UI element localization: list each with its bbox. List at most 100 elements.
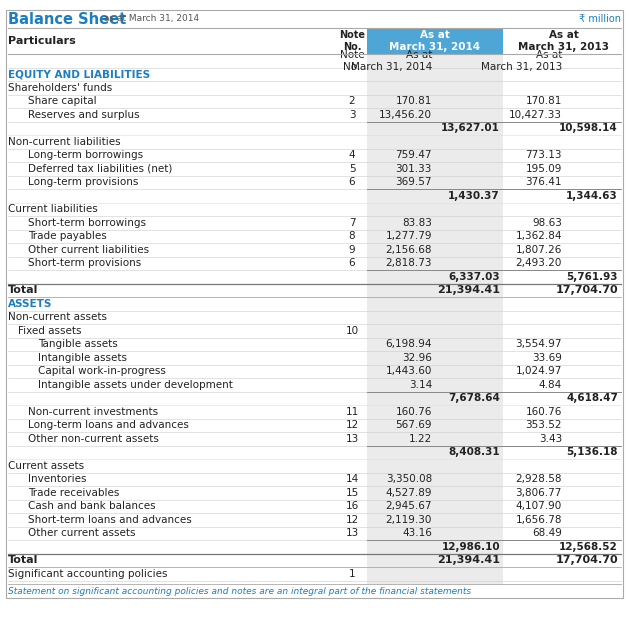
Text: 1,344.63: 1,344.63: [566, 191, 618, 201]
Text: 1,656.78: 1,656.78: [516, 515, 562, 525]
Text: Other current liabilities: Other current liabilities: [28, 245, 149, 255]
Text: 17,704.70: 17,704.70: [555, 555, 618, 565]
Text: 6: 6: [348, 177, 355, 188]
Text: 567.69: 567.69: [396, 420, 432, 430]
Text: 170.81: 170.81: [526, 96, 562, 106]
Text: Non-current investments: Non-current investments: [28, 407, 158, 417]
Text: 2,928.58: 2,928.58: [516, 474, 562, 484]
Text: 13,627.01: 13,627.01: [441, 123, 500, 133]
Text: As at
March 31, 2013: As at March 31, 2013: [481, 50, 562, 72]
Text: 10,598.14: 10,598.14: [559, 123, 618, 133]
Text: 3.43: 3.43: [539, 434, 562, 444]
Text: Other current assets: Other current assets: [28, 528, 135, 539]
Text: 3.14: 3.14: [409, 379, 432, 390]
Text: 160.76: 160.76: [526, 407, 562, 417]
Text: 7: 7: [348, 218, 355, 228]
Bar: [367, 54, 503, 584]
Text: 8: 8: [348, 232, 355, 241]
Text: EQUITY AND LIABILITIES: EQUITY AND LIABILITIES: [8, 69, 150, 79]
Text: 10,427.33: 10,427.33: [509, 110, 562, 119]
Text: Significant accounting policies: Significant accounting policies: [8, 569, 167, 579]
Text: Note
No.: Note No.: [339, 30, 365, 52]
Text: Intangible assets under development: Intangible assets under development: [38, 379, 233, 390]
Text: 2,493.20: 2,493.20: [516, 258, 562, 268]
Text: 10: 10: [345, 326, 359, 335]
Text: 13: 13: [345, 528, 359, 539]
Text: 9: 9: [348, 245, 355, 255]
Text: 83.83: 83.83: [402, 218, 432, 228]
Text: 12: 12: [345, 420, 359, 430]
Text: 5,761.93: 5,761.93: [567, 272, 618, 282]
Text: ASSETS: ASSETS: [8, 299, 52, 309]
Text: 11: 11: [345, 407, 359, 417]
Text: 68.49: 68.49: [532, 528, 562, 539]
Text: 98.63: 98.63: [532, 218, 562, 228]
Text: as at March 31, 2014: as at March 31, 2014: [101, 14, 199, 24]
Text: 12: 12: [345, 515, 359, 525]
Text: 43.16: 43.16: [402, 528, 432, 539]
Text: 6: 6: [348, 258, 355, 268]
Text: 5,136.18: 5,136.18: [567, 448, 618, 457]
Text: 21,394.41: 21,394.41: [437, 285, 500, 295]
Text: Intangible assets: Intangible assets: [38, 353, 127, 363]
Text: 6,337.03: 6,337.03: [448, 272, 500, 282]
Text: 2,945.67: 2,945.67: [386, 501, 432, 511]
Text: 14: 14: [345, 474, 359, 484]
Text: 1,443.60: 1,443.60: [386, 366, 432, 376]
Text: 6,198.94: 6,198.94: [386, 339, 432, 349]
Text: 376.41: 376.41: [525, 177, 562, 188]
Text: Long-term loans and advances: Long-term loans and advances: [28, 420, 189, 430]
Text: Deferred tax liabilities (net): Deferred tax liabilities (net): [28, 164, 172, 174]
Text: 301.33: 301.33: [396, 164, 432, 174]
Text: 2,119.30: 2,119.30: [386, 515, 432, 525]
Text: ₹ million: ₹ million: [579, 14, 621, 24]
Text: 4,618.47: 4,618.47: [566, 393, 618, 403]
Text: 170.81: 170.81: [396, 96, 432, 106]
Text: Particulars: Particulars: [8, 36, 75, 46]
Text: 1,430.37: 1,430.37: [448, 191, 500, 201]
Text: 1.22: 1.22: [409, 434, 432, 444]
Text: Other non-current assets: Other non-current assets: [28, 434, 159, 444]
Text: Cash and bank balances: Cash and bank balances: [28, 501, 155, 511]
Text: Short-term borrowings: Short-term borrowings: [28, 218, 146, 228]
Text: 353.52: 353.52: [525, 420, 562, 430]
Text: 1,024.97: 1,024.97: [516, 366, 562, 376]
Text: Inventories: Inventories: [28, 474, 87, 484]
Text: Trade payables: Trade payables: [28, 232, 107, 241]
Text: 773.13: 773.13: [525, 150, 562, 160]
Text: 13: 13: [345, 434, 359, 444]
Text: 3,350.08: 3,350.08: [386, 474, 432, 484]
Text: 2,818.73: 2,818.73: [386, 258, 432, 268]
Text: 33.69: 33.69: [532, 353, 562, 363]
Text: Long-term provisions: Long-term provisions: [28, 177, 138, 188]
Text: Total: Total: [8, 555, 38, 565]
Text: 5: 5: [348, 164, 355, 174]
Text: Shareholders' funds: Shareholders' funds: [8, 83, 112, 93]
Text: Current liabilities: Current liabilities: [8, 204, 97, 214]
Text: 2,156.68: 2,156.68: [386, 245, 432, 255]
Text: 32.96: 32.96: [402, 353, 432, 363]
Text: 8,408.31: 8,408.31: [448, 448, 500, 457]
Text: Note
No.: Note No.: [340, 50, 364, 72]
Text: 1: 1: [348, 569, 355, 579]
Text: 369.57: 369.57: [396, 177, 432, 188]
Text: Non-current assets: Non-current assets: [8, 312, 107, 322]
Text: 15: 15: [345, 488, 359, 498]
Text: Long-term borrowings: Long-term borrowings: [28, 150, 143, 160]
Text: 2: 2: [348, 96, 355, 106]
Text: 12,986.10: 12,986.10: [442, 542, 500, 552]
Text: As at
March 31, 2013: As at March 31, 2013: [518, 30, 610, 52]
Text: 13,456.20: 13,456.20: [379, 110, 432, 119]
Text: 759.47: 759.47: [396, 150, 432, 160]
Text: Current assets: Current assets: [8, 461, 84, 471]
Text: 4: 4: [348, 150, 355, 160]
Text: Reserves and surplus: Reserves and surplus: [28, 110, 140, 119]
Text: 17,704.70: 17,704.70: [555, 285, 618, 295]
Text: 21,394.41: 21,394.41: [437, 555, 500, 565]
Text: 3: 3: [348, 110, 355, 119]
Text: 7,678.64: 7,678.64: [448, 393, 500, 403]
Text: Trade receivables: Trade receivables: [28, 488, 120, 498]
Text: As at
March 31, 2014: As at March 31, 2014: [389, 30, 481, 52]
Text: Non-current liabilities: Non-current liabilities: [8, 137, 121, 147]
Text: Short-term provisions: Short-term provisions: [28, 258, 142, 268]
